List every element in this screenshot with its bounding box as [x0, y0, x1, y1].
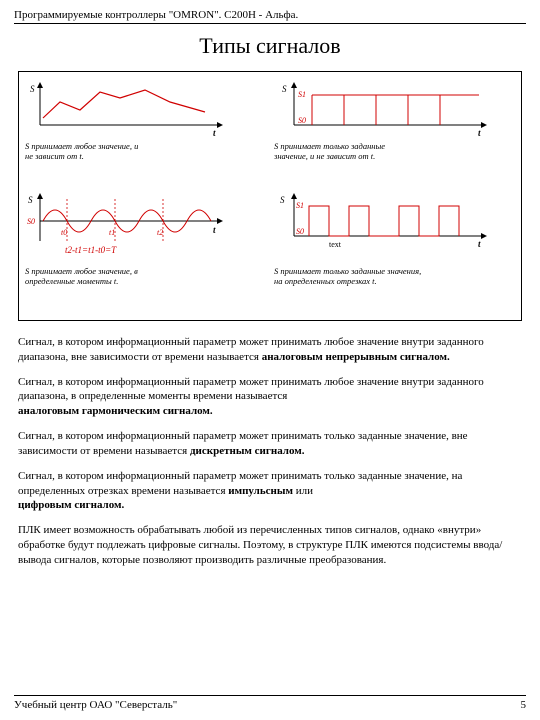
tr-t-label: t [478, 128, 481, 138]
svg-text:t0: t0 [61, 228, 67, 237]
chart-continuous-analog: S t S принимает любое значение, и не зав… [25, 80, 266, 185]
svg-text:S0: S0 [296, 227, 304, 236]
svg-text:S0: S0 [298, 116, 306, 125]
chart-harmonic: S S0 t t0 t1 t2 t2-t1=t1-t0=T S принимае… [25, 191, 266, 310]
charts-container: S t S принимает любое значение, и не зав… [18, 71, 522, 321]
chart-br-svg: S S1 S0 t text [274, 191, 494, 261]
svg-text:t2: t2 [157, 228, 163, 237]
page-title: Типы сигналов [14, 32, 526, 61]
bl-s-label: S [28, 195, 33, 205]
paragraph-2: Сигнал, в котором информационный парамет… [18, 375, 522, 420]
tr-caption: S принимает только заданные значение, и … [274, 142, 515, 162]
chart-discrete: S S1 S0 t S принимает только заданные зн… [274, 80, 515, 185]
chart-tl-svg: S t [25, 80, 235, 140]
bl-caption: S принимает любое значение, в определенн… [25, 267, 266, 287]
tr-s-label: S [282, 84, 287, 94]
chart-bl-svg: S S0 t t0 t1 t2 t2-t1=t1-t0=T [25, 191, 235, 261]
svg-text:t2-t1=t1-t0=T: t2-t1=t1-t0=T [65, 245, 117, 255]
paragraph-4: Сигнал, в котором информационный парамет… [18, 469, 522, 514]
svg-text:S1: S1 [296, 201, 304, 210]
footer-left: Учебный центр ОАО "Северсталь" [14, 698, 177, 712]
page-header: Программируемые контроллеры "OMRON". C20… [14, 8, 526, 24]
svg-text:S0: S0 [27, 217, 35, 226]
bl-t-label: t [213, 225, 216, 235]
tl-t-label: t [213, 128, 216, 138]
chart-pulse: S S1 S0 t text S принимает только заданн… [274, 191, 515, 310]
chart-tr-svg: S S1 S0 t [274, 80, 494, 140]
br-s-label: S [280, 195, 285, 205]
br-caption: S принимает только заданные значения, на… [274, 267, 515, 287]
svg-text:text: text [329, 240, 342, 249]
tl-caption: S принимает любое значение, и не зависит… [25, 142, 266, 162]
page-footer: Учебный центр ОАО "Северсталь" 5 [14, 695, 526, 712]
tl-s-label: S [30, 84, 35, 94]
svg-text:S1: S1 [298, 90, 306, 99]
paragraph-1: Сигнал, в котором информационный парамет… [18, 335, 522, 365]
br-t-label: t [478, 239, 481, 249]
footer-page-number: 5 [521, 698, 527, 712]
paragraph-5: ПЛК имеет возможность обрабатывать любой… [18, 523, 522, 568]
svg-text:t1: t1 [109, 228, 115, 237]
paragraph-3: Сигнал, в котором информационный парамет… [18, 429, 522, 459]
